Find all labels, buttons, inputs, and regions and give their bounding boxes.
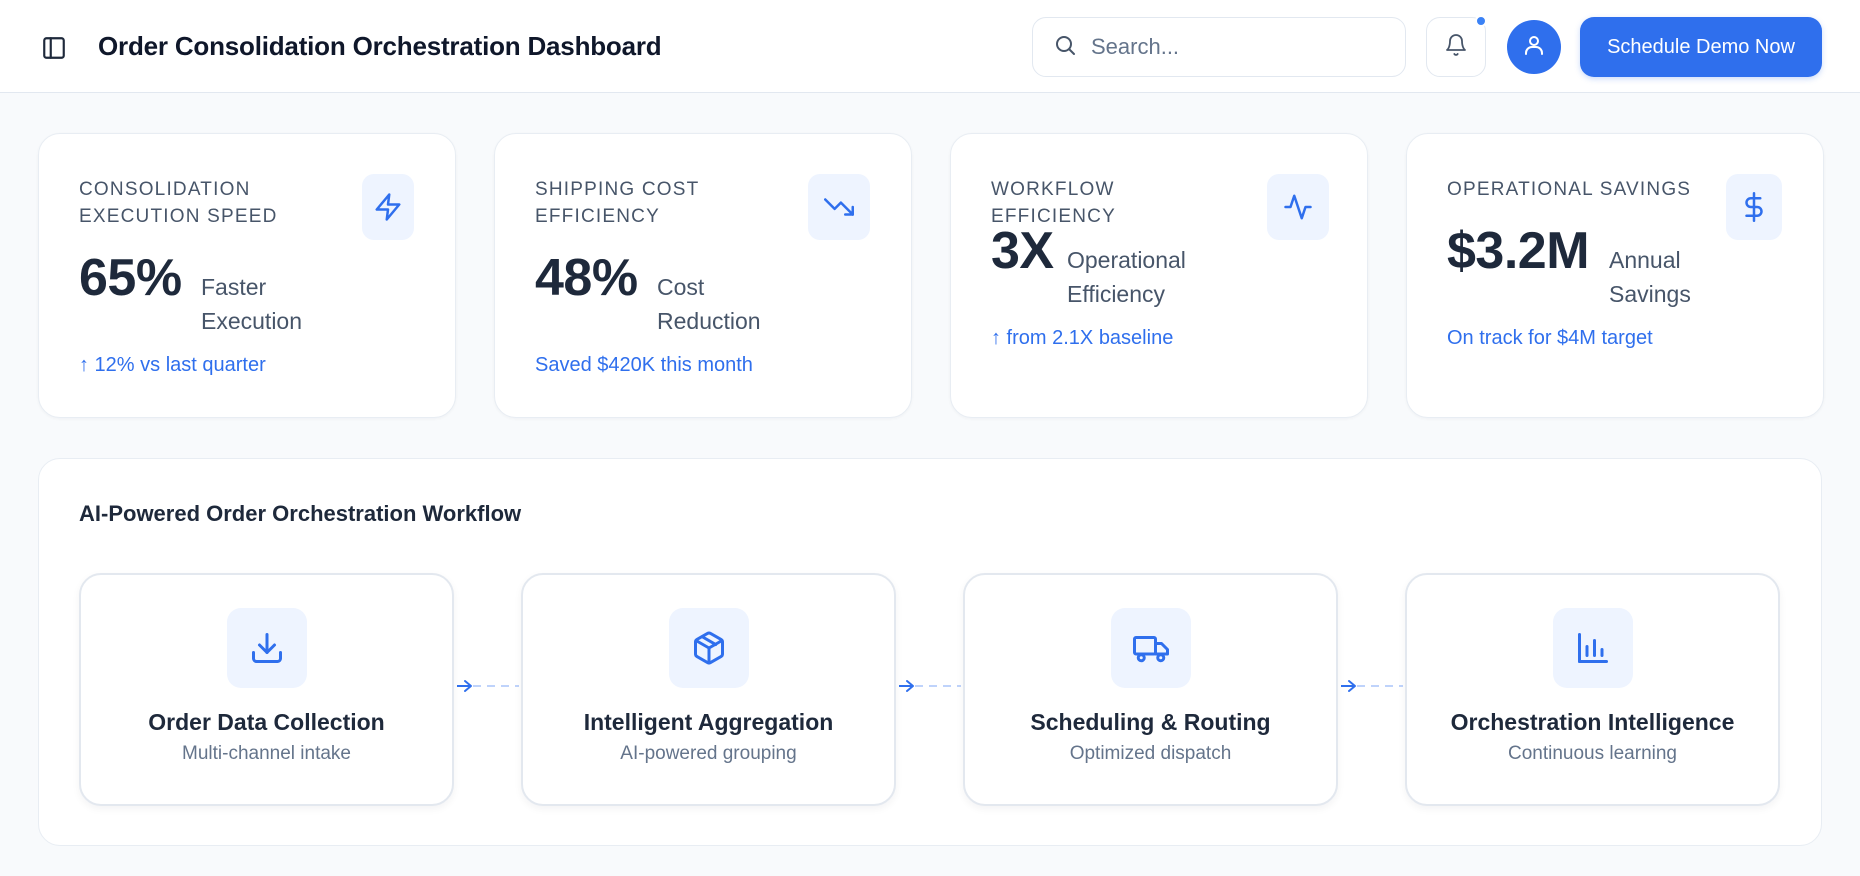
search-icon (1053, 33, 1077, 62)
truck-icon (1111, 608, 1191, 688)
step-title: Intelligent Aggregation (583, 709, 834, 735)
user-avatar[interactable] (1507, 20, 1561, 74)
step-subtitle: Multi-channel intake (182, 743, 351, 764)
bell-icon (1444, 33, 1468, 62)
kpi-card-workflow-efficiency: Workflow Efficiency 3X Operational Effic… (950, 133, 1368, 418)
kpi-value: 3X (991, 222, 1054, 280)
step-title: Order Data Collection (148, 709, 385, 735)
arrow-right-icon (1341, 680, 1403, 692)
kpi-card-operational-savings: Operational Savings $3.2M Annual Savings… (1406, 133, 1824, 418)
kpi-caption: Operational Efficiency (1067, 247, 1186, 307)
bar-chart-icon (1553, 608, 1633, 688)
workflow-step-order-data-collection[interactable]: Order Data Collection Multi-channel inta… (79, 573, 454, 806)
dollar-icon (1726, 174, 1782, 240)
user-icon (1522, 33, 1546, 62)
kpi-label: Shipping Cost Efficiency (535, 179, 700, 227)
sidebar-toggle-icon[interactable] (40, 34, 68, 62)
workflow-step-intelligent-aggregation[interactable]: Intelligent Aggregation AI-powered group… (521, 573, 896, 806)
activity-icon (1267, 174, 1329, 240)
download-icon (227, 608, 307, 688)
schedule-demo-button[interactable]: Schedule Demo Now (1580, 17, 1822, 77)
kpi-value: 65% (79, 249, 182, 307)
workflow-title: AI-Powered Order Orchestration Workflow (79, 501, 522, 526)
package-icon (669, 608, 749, 688)
kpi-trend: ↑ 12% vs last quarter (79, 354, 266, 376)
page-title: Order Consolidation Orchestration Dashbo… (98, 31, 662, 61)
workflow-panel: AI-Powered Order Orchestration Workflow … (38, 458, 1822, 846)
arrow-right-icon (457, 680, 519, 692)
workflow-step-orchestration-intelligence[interactable]: Orchestration Intelligence Continuous le… (1405, 573, 1780, 806)
kpi-label: Workflow Efficiency (991, 179, 1116, 227)
kpi-value: $3.2M (1447, 222, 1590, 280)
lightning-icon (362, 174, 414, 240)
arrow-right-icon (899, 680, 961, 692)
kpi-value: 48% (535, 249, 638, 307)
top-bar: Order Consolidation Orchestration Dashbo… (0, 0, 1860, 93)
step-subtitle: AI-powered grouping (620, 743, 797, 764)
step-title: Orchestration Intelligence (1450, 709, 1735, 735)
notifications-button[interactable] (1426, 17, 1486, 77)
kpi-card-execution-speed: Consolidation Execution Speed 65% Faster… (38, 133, 456, 418)
kpi-trend: Saved $420K this month (535, 354, 753, 376)
workflow-step-scheduling-routing[interactable]: Scheduling & Routing Optimized dispatch (963, 573, 1338, 806)
kpi-caption: Faster Execution (201, 274, 303, 334)
step-subtitle: Optimized dispatch (1069, 743, 1232, 764)
search-box[interactable] (1032, 17, 1406, 77)
kpi-trend: ↑ from 2.1X baseline (991, 327, 1174, 349)
trending-down-icon (808, 174, 870, 240)
kpi-caption: Cost Reduction (657, 274, 761, 334)
kpi-trend: On track for $4M target (1447, 327, 1653, 349)
notification-badge (1475, 15, 1487, 27)
step-title: Scheduling & Routing (1030, 709, 1271, 735)
search-input[interactable] (1091, 34, 1391, 60)
step-subtitle: Continuous learning (1507, 743, 1677, 764)
kpi-card-shipping-cost: Shipping Cost Efficiency 48% Cost Reduct… (494, 133, 912, 418)
kpi-caption: Annual Savings (1609, 247, 1691, 307)
kpi-label: Operational Savings (1447, 179, 1692, 200)
kpi-label: Consolidation Execution Speed (79, 179, 278, 227)
